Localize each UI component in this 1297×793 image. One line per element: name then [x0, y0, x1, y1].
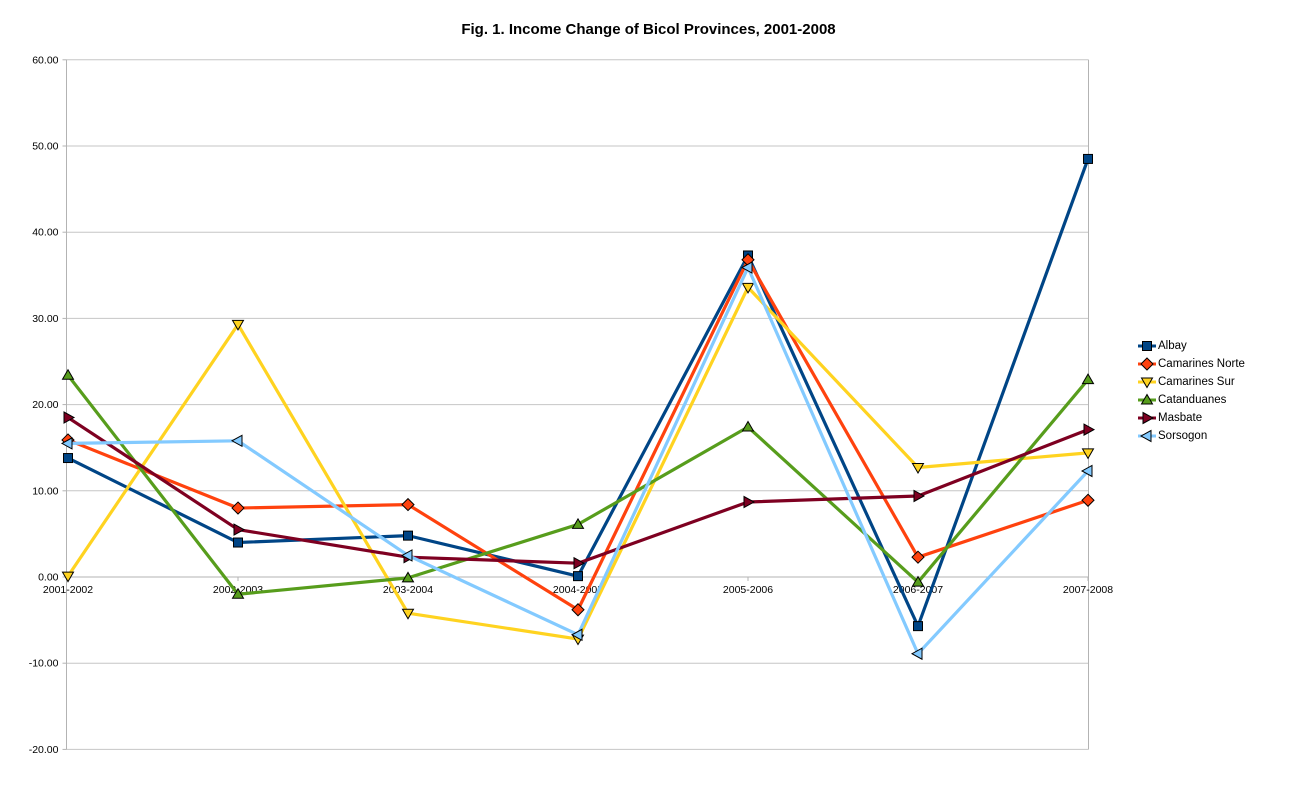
- data-point-marker-camarines-sur: [1081, 448, 1095, 460]
- data-point-marker-albay: [403, 530, 413, 541]
- series-camarines-norte: [61, 253, 1095, 617]
- data-point-marker-camarines-norte: [231, 501, 245, 515]
- data-point-marker-masbate: [573, 556, 586, 570]
- legend-marker-shape: [1140, 357, 1154, 371]
- data-point-marker-masbate: [913, 489, 926, 503]
- data-point-marker-catanduanes: [911, 575, 925, 587]
- data-point-marker-sorsogon: [400, 549, 413, 562]
- y-axis-label: 0.00: [38, 572, 59, 584]
- data-point-marker-catanduanes: [231, 587, 245, 599]
- legend-marker-triangle-down-icon: [1138, 377, 1156, 389]
- data-point-marker-catanduanes: [1081, 373, 1095, 385]
- data-point-marker-sorsogon: [60, 437, 73, 450]
- data-point-marker-catanduanes: [61, 368, 75, 380]
- y-axis-label: -20.00: [29, 744, 59, 756]
- legend-item-sorsogon: Sorsogon: [1138, 427, 1245, 445]
- chart-title: Fig. 1. Income Change of Bicol Provinces…: [461, 21, 836, 38]
- legend-marker-triangle-right-icon: [1138, 411, 1156, 425]
- legend-label: Sorsogon: [1158, 430, 1208, 442]
- x-axis-label: 2005-2006: [723, 584, 773, 596]
- x-axis-label: 2007-2008: [1063, 584, 1113, 596]
- legend-item-masbate: Masbate: [1138, 409, 1245, 427]
- y-axis-label: 60.00: [32, 54, 58, 66]
- data-point-marker-camarines-sur: [911, 463, 925, 475]
- legend-marker-triangle-up-icon: [1138, 393, 1156, 405]
- data-point-marker-masbate: [743, 495, 756, 509]
- data-point-marker-albay: [1083, 153, 1093, 164]
- y-axis-label: 30.00: [32, 313, 58, 325]
- data-point-marker-sorsogon: [1080, 464, 1093, 478]
- series-line-albay: [66, 157, 1090, 628]
- data-point-marker-camarines-sur: [401, 608, 415, 620]
- y-axis-label: -10.00: [29, 658, 59, 670]
- legend-marker-shape: [1139, 429, 1152, 443]
- data-point-marker-sorsogon: [570, 628, 583, 642]
- legend-item-camarines-norte: Camarines Norte: [1138, 355, 1245, 373]
- y-axis-label: 50.00: [32, 141, 58, 153]
- legend-label: Camarines Norte: [1158, 358, 1245, 370]
- y-axis-label: 40.00: [32, 227, 58, 239]
- data-point-marker-camarines-sur: [741, 282, 755, 294]
- series-line-camarines-norte: [66, 258, 1090, 612]
- legend: Albay Camarines Norte Camarines Sur Catandu…: [1138, 337, 1245, 445]
- legend-label: Camarines Sur: [1158, 376, 1235, 388]
- data-point-marker-catanduanes: [401, 571, 415, 583]
- data-point-marker-masbate: [1083, 423, 1096, 436]
- series-albay: [63, 153, 1093, 632]
- series-masbate: [63, 411, 1096, 570]
- legend-item-camarines-sur: Camarines Sur: [1138, 373, 1245, 391]
- data-point-marker-sorsogon: [230, 434, 243, 448]
- legend-marker-diamond-icon: [1138, 357, 1156, 371]
- data-point-marker-catanduanes: [741, 420, 755, 432]
- data-point-marker-masbate: [233, 523, 246, 536]
- legend-item-catanduanes: Catanduanes: [1138, 391, 1245, 409]
- data-point-marker-camarines-norte: [1081, 493, 1095, 507]
- legend-label: Masbate: [1158, 412, 1203, 424]
- data-point-marker-albay: [63, 453, 73, 464]
- data-point-marker-camarines-norte: [571, 603, 585, 617]
- legend-marker-triangle-left-icon: [1138, 429, 1156, 443]
- legend-marker-shape: [1140, 393, 1154, 405]
- data-point-marker-albay: [573, 571, 583, 582]
- data-point-marker-albay: [913, 621, 923, 632]
- y-axis-label: 10.00: [32, 485, 58, 497]
- data-point-marker-sorsogon: [740, 261, 753, 274]
- legend-marker-shape: [1142, 341, 1152, 351]
- data-point-marker-camarines-sur: [61, 571, 75, 583]
- data-point-marker-camarines-norte: [911, 550, 925, 564]
- legend-marker-square-icon: [1138, 341, 1156, 351]
- data-point-marker-masbate: [63, 411, 76, 424]
- series-catanduanes: [61, 368, 1095, 599]
- data-point-marker-albay: [233, 537, 243, 548]
- y-axis-label: 20.00: [32, 399, 58, 411]
- data-point-marker-camarines-sur: [231, 319, 245, 331]
- data-point-marker-sorsogon: [910, 647, 923, 661]
- legend-item-albay: Albay: [1138, 337, 1245, 355]
- series-sorsogon: [60, 261, 1093, 661]
- x-axis-label: 2001-2002: [43, 584, 93, 596]
- legend-marker-shape: [1140, 377, 1154, 389]
- data-point-marker-catanduanes: [571, 517, 585, 529]
- data-point-marker-camarines-norte: [401, 497, 415, 512]
- legend-marker-shape: [1142, 411, 1155, 425]
- legend-label: Albay: [1158, 340, 1187, 352]
- legend-label: Catanduanes: [1158, 394, 1227, 406]
